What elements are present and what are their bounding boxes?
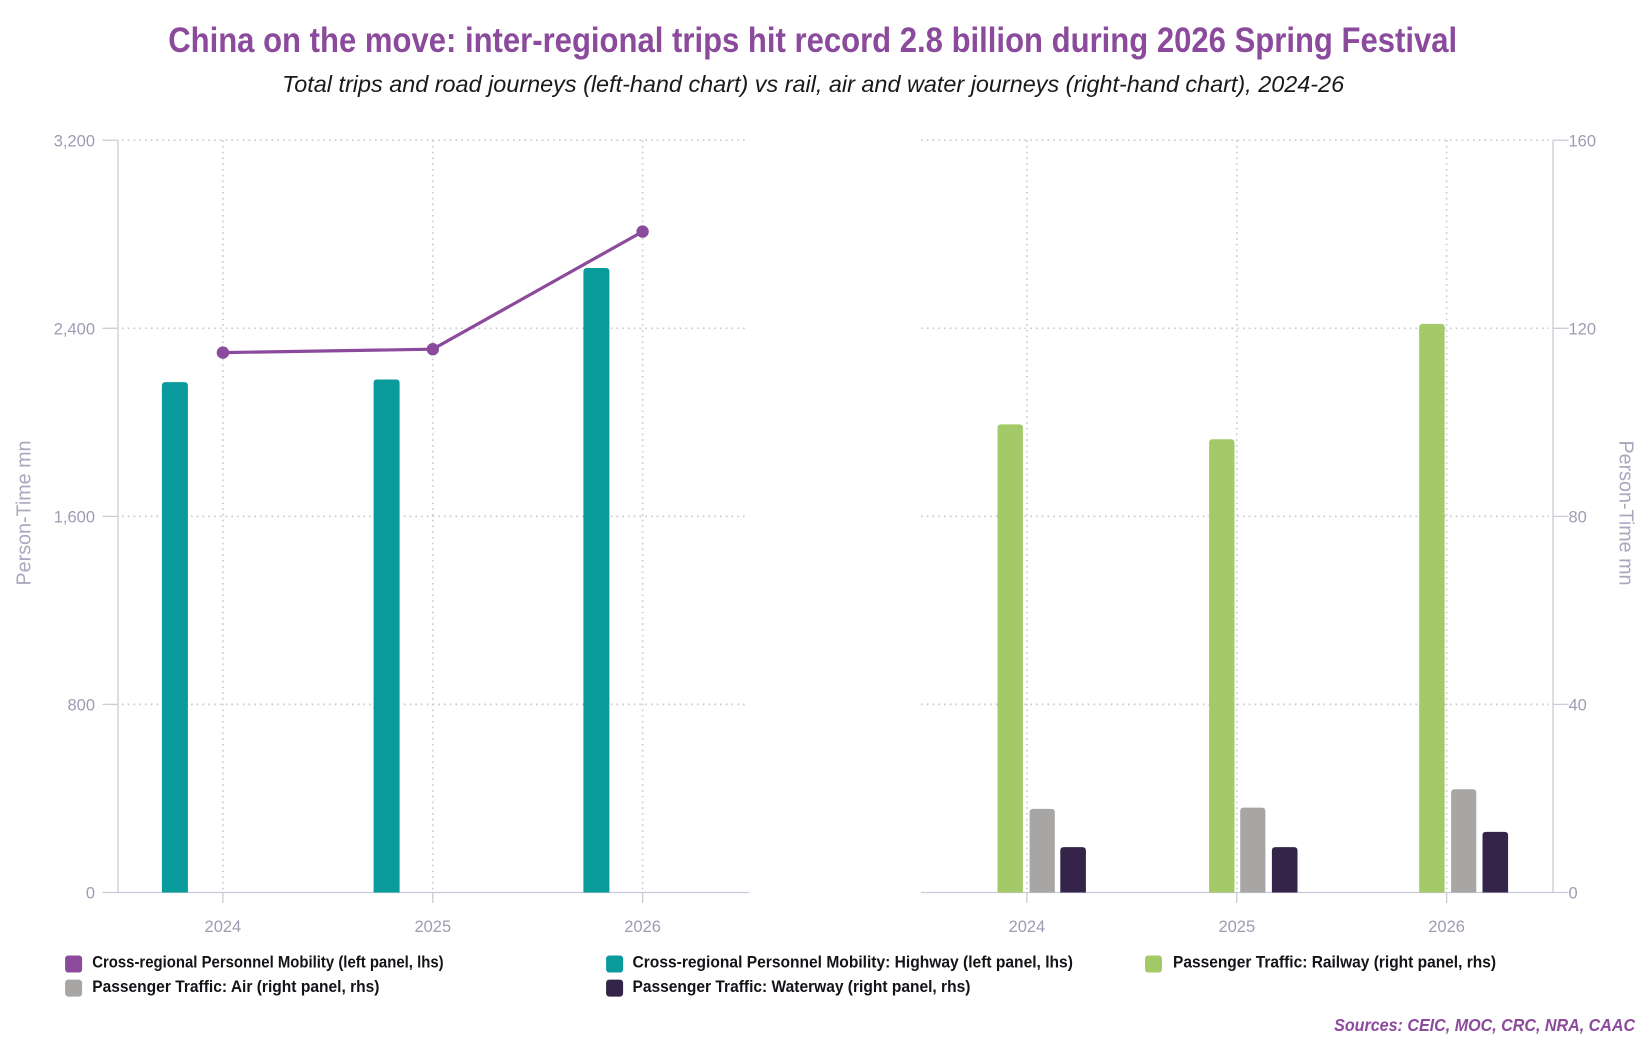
svg-text:160: 160 <box>1569 132 1597 150</box>
svg-text:80: 80 <box>1569 509 1587 527</box>
svg-text:40: 40 <box>1569 697 1587 715</box>
svg-text:2025: 2025 <box>1218 918 1255 936</box>
svg-text:2026: 2026 <box>624 918 661 936</box>
svg-text:Sources: CEIC, MOC, CRC, NRA,: Sources: CEIC, MOC, CRC, NRA, CAAC <box>1334 1015 1635 1035</box>
svg-text:0: 0 <box>1569 885 1578 903</box>
svg-text:3,200: 3,200 <box>54 132 95 150</box>
svg-text:2024: 2024 <box>205 918 242 936</box>
svg-text:1,600: 1,600 <box>54 509 95 527</box>
svg-text:Cross-regional Personnel Mobil: Cross-regional Personnel Mobility (left … <box>92 954 443 972</box>
svg-text:2,400: 2,400 <box>54 320 95 338</box>
svg-text:Passenger Traffic: Waterway (r: Passenger Traffic: Waterway (right panel… <box>633 978 971 996</box>
svg-text:Passenger Traffic: Railway (ri: Passenger Traffic: Railway (right panel,… <box>1173 954 1496 972</box>
svg-text:Person-Time mn: Person-Time mn <box>1615 441 1637 586</box>
svg-text:Cross-regional Personnel Mobil: Cross-regional Personnel Mobility: Highw… <box>633 954 1073 972</box>
svg-text:Person-Time mn: Person-Time mn <box>14 441 36 586</box>
svg-text:Total trips and road journeys: Total trips and road journeys (left-hand… <box>282 71 1344 97</box>
svg-text:0: 0 <box>86 885 95 903</box>
svg-text:2026: 2026 <box>1428 918 1465 936</box>
svg-text:120: 120 <box>1569 320 1597 338</box>
svg-text:2024: 2024 <box>1009 918 1046 936</box>
svg-text:China on the move: inter-regio: China on the move: inter-regional trips … <box>168 21 1457 60</box>
svg-text:2025: 2025 <box>414 918 451 936</box>
svg-text:800: 800 <box>67 697 95 715</box>
svg-text:Passenger Traffic: Air (right: Passenger Traffic: Air (right panel, rhs… <box>92 978 379 996</box>
